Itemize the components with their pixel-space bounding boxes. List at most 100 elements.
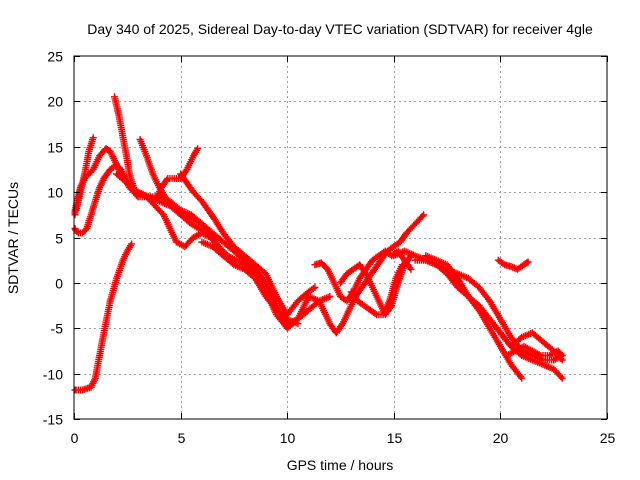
data-point: [121, 258, 125, 262]
data-point: [339, 295, 342, 298]
data-point: [145, 195, 148, 198]
data-point: [115, 163, 118, 167]
y-tick-label: 20: [47, 94, 63, 110]
data-point: [136, 195, 140, 198]
y-tick-label: 0: [55, 276, 63, 292]
data-point: [286, 313, 289, 316]
data-point: [168, 227, 172, 230]
data-point: [362, 304, 366, 307]
data-point: [499, 331, 502, 334]
data-point: [98, 186, 101, 189]
data-point: [275, 295, 278, 298]
data-point: [403, 249, 406, 253]
data-point: [499, 345, 502, 348]
data-point: [307, 290, 310, 294]
data-point: [117, 113, 120, 117]
data-point: [307, 308, 310, 312]
data-point: [356, 299, 359, 303]
data-point: [85, 227, 88, 230]
data-point: [200, 240, 204, 244]
y-axis-label: SDTVAR / TECUs: [5, 182, 21, 294]
data-point: [488, 299, 491, 303]
data-point: [541, 340, 545, 344]
data-point: [136, 190, 140, 194]
data-point: [275, 308, 278, 312]
data-point: [115, 277, 118, 280]
data-point: [477, 286, 481, 289]
data-point: [102, 331, 106, 334]
data-point: [371, 286, 374, 289]
x-tick-label: 10: [280, 430, 296, 446]
data-point: [77, 231, 80, 235]
data-point: [243, 254, 246, 257]
data-point: [109, 299, 112, 303]
data-point: [514, 349, 517, 353]
data-point: [254, 263, 257, 266]
data-point: [531, 358, 534, 362]
data-point: [173, 177, 176, 180]
series-arc-13: [332, 211, 428, 337]
data-point: [541, 358, 545, 362]
data-point: [381, 313, 385, 316]
data-point: [115, 172, 118, 176]
data-point: [89, 386, 93, 389]
data-point: [520, 354, 523, 357]
series-arc-15: [347, 261, 406, 319]
data-point: [183, 245, 187, 248]
data-point: [222, 254, 225, 257]
data-point: [151, 172, 155, 176]
data-point: [369, 308, 372, 312]
data-point: [217, 245, 221, 248]
data-point: [243, 263, 246, 266]
data-point: [254, 272, 257, 275]
data-point: [102, 177, 106, 180]
data-point: [409, 268, 413, 271]
data-point: [503, 263, 506, 266]
x-axis-label: GPS time / hours: [287, 457, 394, 473]
data-point: [516, 268, 519, 271]
data-point: [185, 168, 189, 171]
data-point: [405, 231, 408, 235]
data-point: [190, 213, 193, 217]
data-point: [488, 317, 491, 321]
data-point: [341, 322, 344, 325]
data-point: [520, 336, 523, 339]
data-point: [91, 136, 95, 139]
data-point: [345, 299, 349, 303]
data-point: [113, 159, 116, 162]
data-point: [531, 349, 534, 353]
data-point: [313, 286, 317, 289]
data-point: [467, 295, 470, 298]
data-point: [87, 172, 91, 176]
data-point: [296, 299, 300, 303]
data-point: [332, 281, 336, 285]
data-point: [392, 254, 395, 257]
data-point: [162, 213, 165, 217]
data-point: [196, 195, 199, 198]
data-point: [392, 245, 395, 248]
data-point: [153, 200, 157, 203]
data-point: [522, 263, 526, 266]
data-point: [509, 336, 513, 339]
data-point: [375, 313, 378, 316]
data-point: [539, 354, 543, 357]
data-point: [467, 277, 470, 280]
data-point: [317, 299, 321, 303]
data-point: [358, 277, 361, 280]
data-point: [424, 254, 427, 257]
data-point: [234, 258, 238, 262]
data-point: [413, 222, 417, 226]
data-point: [531, 354, 534, 357]
data-point: [320, 261, 323, 265]
data-point: [192, 190, 195, 194]
data-point: [477, 304, 481, 307]
x-tick-label: 20: [493, 430, 509, 446]
data-point: [509, 265, 513, 268]
data-point: [345, 272, 349, 275]
data-point: [94, 200, 97, 203]
data-point: [561, 376, 564, 380]
data-point: [192, 236, 195, 239]
data-point: [388, 299, 391, 303]
data-point: [160, 186, 163, 189]
data-point: [371, 258, 374, 262]
